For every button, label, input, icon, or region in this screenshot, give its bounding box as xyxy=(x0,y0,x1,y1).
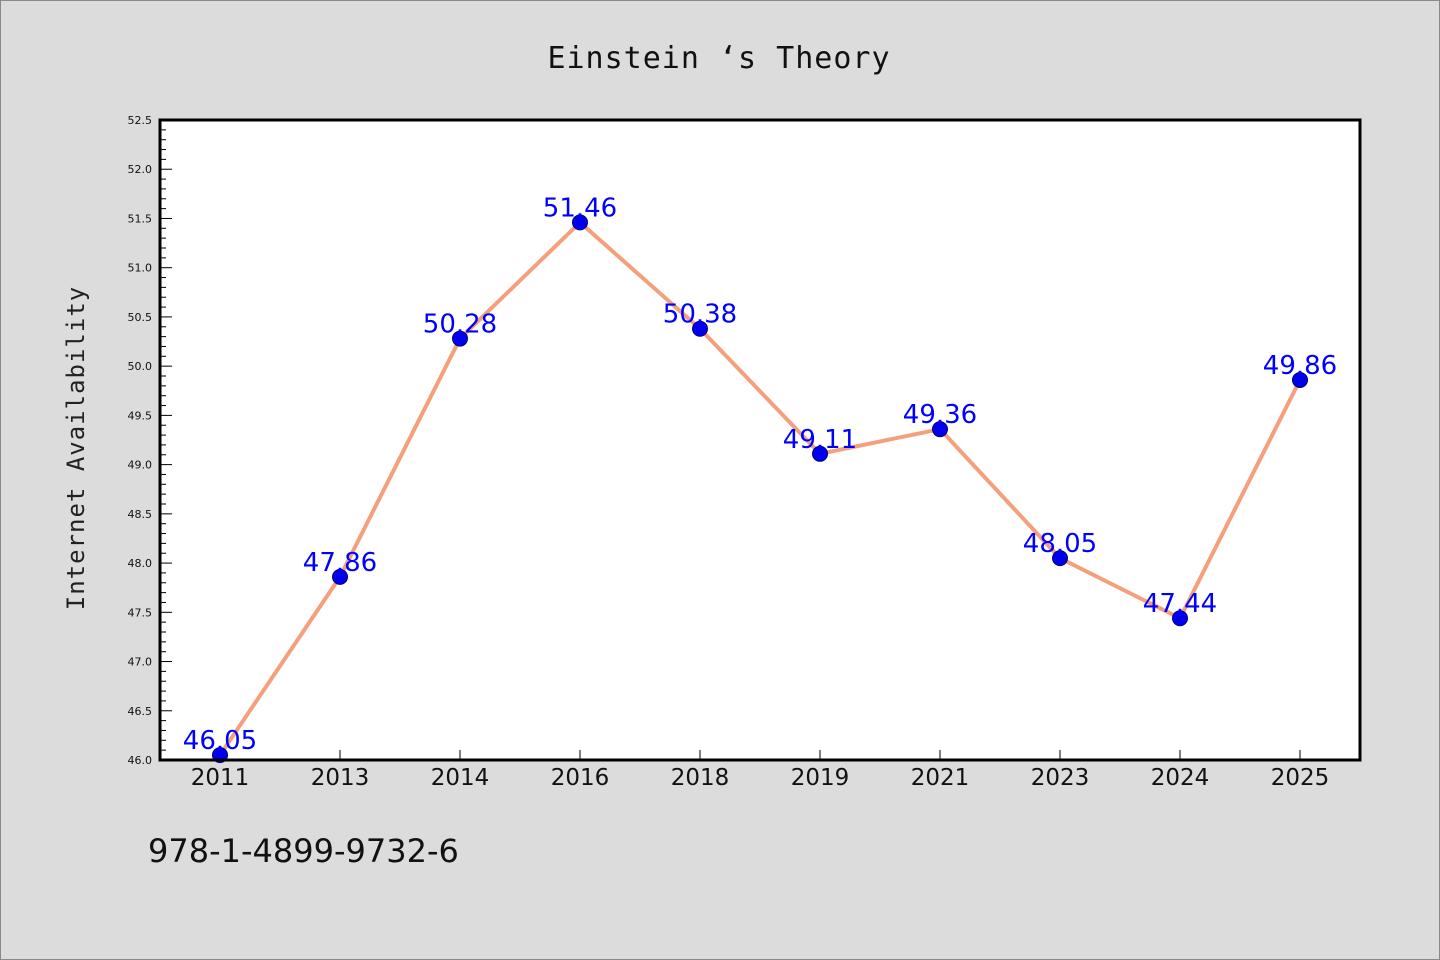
plot-area xyxy=(160,120,1360,760)
data-point-marker xyxy=(812,445,828,462)
y-tick-label: 51.5 xyxy=(128,212,153,225)
series-line-group xyxy=(212,214,1308,764)
y-tick-label: 46.5 xyxy=(128,705,153,718)
data-label: 49.11 xyxy=(783,425,857,455)
y-tick-label: 52.5 xyxy=(128,114,153,127)
x-tick-label: 2014 xyxy=(431,765,490,791)
data-label: 47.86 xyxy=(303,548,377,578)
chart-title: Einstein ‘s Theory xyxy=(547,41,890,76)
data-label: 49.86 xyxy=(1263,351,1337,381)
data-point-marker xyxy=(452,330,468,347)
y-tick-label: 47.5 xyxy=(128,606,153,619)
x-tick-label: 2025 xyxy=(1271,765,1330,791)
data-label: 49.36 xyxy=(903,400,977,430)
plot-border xyxy=(158,118,1362,762)
data-labels: 46.05 47.86 50.28 51.46 50.38 49.11 49.36 48.05… xyxy=(183,193,1337,756)
y-tick-label: 51.0 xyxy=(128,262,153,275)
y-tick-label: 49.5 xyxy=(128,409,153,422)
x-tick-label: 2011 xyxy=(191,765,250,791)
y-tick-label: 46.0 xyxy=(128,754,153,767)
data-point-marker xyxy=(572,214,588,231)
data-label: 48.05 xyxy=(1023,529,1097,559)
y-axis: 46.0 46.5 47.0 47.5 48.0 48.5 49.0 49.5 50.0 50.5… xyxy=(128,114,172,767)
y-tick-label: 52.0 xyxy=(128,163,153,176)
data-point-marker xyxy=(932,421,948,438)
data-point-marker xyxy=(332,568,348,585)
data-label: 51.46 xyxy=(543,193,617,223)
y-tick-label: 49.0 xyxy=(128,459,153,472)
data-point-marker xyxy=(692,320,708,337)
y-tick-label: 48.0 xyxy=(128,557,153,570)
data-point-marker xyxy=(1292,371,1308,388)
data-label: 47.44 xyxy=(1143,589,1217,619)
y-tick-label: 48.5 xyxy=(128,508,153,521)
x-tick-label: 2013 xyxy=(311,765,370,791)
x-tick-label: 2019 xyxy=(791,765,850,791)
data-label: 50.38 xyxy=(663,300,737,330)
x-tick-label: 2024 xyxy=(1151,765,1210,791)
y-tick-label: 47.0 xyxy=(128,656,153,669)
data-point-marker xyxy=(1172,610,1188,627)
x-tick-label: 2021 xyxy=(911,765,970,791)
x-axis: 2011 2013 2014 2016 2018 2019 2021 2023 2024 2025 xyxy=(191,750,1330,791)
x-tick-label: 2018 xyxy=(671,765,730,791)
footer-isbn-text: 978-1-4899-9732-6 xyxy=(148,832,459,870)
y-tick-label: 50.5 xyxy=(128,311,153,324)
data-point-marker xyxy=(1052,550,1068,567)
series-line xyxy=(218,220,1302,757)
data-label: 46.05 xyxy=(183,726,257,756)
x-tick-label: 2023 xyxy=(1031,765,1090,791)
y-tick-label: 50.0 xyxy=(128,360,153,373)
x-tick-label: 2016 xyxy=(551,765,610,791)
data-label: 50.28 xyxy=(423,310,497,340)
y-axis-label: Internet Availability xyxy=(62,286,90,610)
